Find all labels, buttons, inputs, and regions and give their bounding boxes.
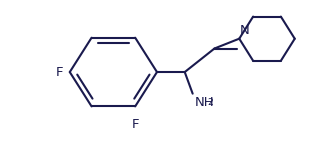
Text: NH: NH bbox=[195, 96, 214, 109]
Text: 2: 2 bbox=[207, 98, 213, 106]
Text: N: N bbox=[240, 24, 250, 37]
Text: F: F bbox=[132, 118, 139, 131]
Text: F: F bbox=[55, 66, 63, 79]
